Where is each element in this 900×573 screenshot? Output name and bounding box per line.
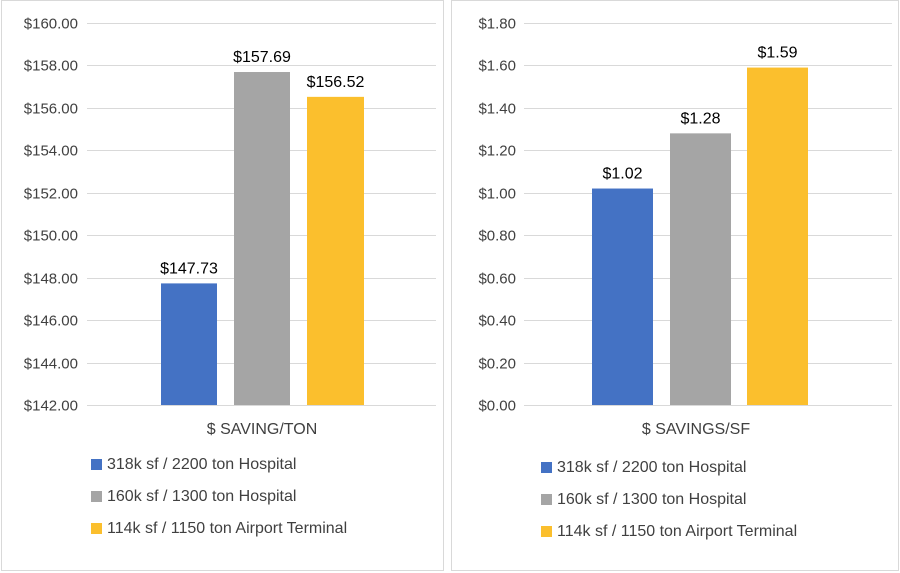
legend-label: 114k sf / 1150 ton Airport Terminal	[557, 523, 798, 540]
legend-swatch	[91, 491, 102, 502]
legend-swatch	[91, 523, 102, 534]
y-tick-label: $154.00	[24, 143, 78, 160]
legend-label: 160k sf / 1300 ton Hospital	[557, 491, 747, 508]
chart-panel-saving-per-ton: $142.00 $144.00 $146.00 $148.00 $150.00 $152.…	[1, 0, 444, 571]
legend-label: 318k sf / 2200 ton Hospital	[107, 456, 297, 473]
bar	[670, 133, 731, 405]
y-tick-label: $0.60	[478, 271, 516, 288]
y-tick-label: $150.00	[24, 228, 78, 245]
y-tick-label: $158.00	[24, 58, 78, 75]
bar	[747, 67, 808, 406]
y-tick-label: $152.00	[24, 186, 78, 203]
bar	[592, 188, 653, 405]
chart-savings-per-sf: $0.00 $0.20 $0.40 $0.60 $0.80 $1.00 $1.20 $1.40…	[478, 16, 892, 438]
legend-swatch	[541, 494, 552, 505]
legend-swatch	[541, 526, 552, 537]
x-category-label: $ SAVINGS/SF	[642, 421, 750, 438]
y-tick-label: $1.40	[478, 101, 516, 118]
y-tick-label: $148.00	[24, 271, 78, 288]
legend-label: 114k sf / 1150 ton Airport Terminal	[107, 520, 348, 537]
y-tick-label: $0.00	[478, 398, 516, 415]
data-label: $157.69	[233, 49, 291, 66]
data-label: $156.52	[307, 74, 365, 91]
y-tick-label: $0.80	[478, 228, 516, 245]
y-axis-ticks: $142.00 $144.00 $146.00 $148.00 $150.00 $152.…	[24, 16, 78, 415]
y-tick-label: $1.60	[478, 58, 516, 75]
legend-swatch	[541, 462, 552, 473]
y-tick-label: $1.20	[478, 143, 516, 160]
data-label: $147.73	[160, 260, 218, 277]
data-label: $1.02	[602, 166, 642, 183]
y-tick-label: $1.00	[478, 186, 516, 203]
y-tick-label: $144.00	[24, 356, 78, 373]
legend-label: 160k sf / 1300 ton Hospital	[107, 488, 297, 505]
y-tick-label: $0.20	[478, 356, 516, 373]
y-tick-label: $160.00	[24, 16, 78, 33]
data-label: $1.59	[757, 45, 797, 62]
bar	[307, 96, 364, 405]
x-category-label: $ SAVING/TON	[207, 421, 318, 438]
y-tick-label: $142.00	[24, 398, 78, 415]
bar	[161, 283, 217, 405]
bars: $147.73 $157.69 $156.52	[160, 49, 365, 406]
y-tick-label: $146.00	[24, 313, 78, 330]
bars: $1.02 $1.28 $1.59	[592, 45, 808, 406]
y-tick-label: $156.00	[24, 101, 78, 118]
chart-saving-per-ton: $142.00 $144.00 $146.00 $148.00 $150.00 $152.…	[24, 16, 436, 438]
y-tick-label: $1.80	[478, 16, 516, 33]
bar	[234, 72, 290, 406]
data-label: $1.28	[680, 110, 720, 127]
chart-panel-savings-per-sf: $0.00 $0.20 $0.40 $0.60 $0.80 $1.00 $1.20 $1.40…	[451, 0, 899, 571]
y-tick-label: $0.40	[478, 313, 516, 330]
legend-swatch	[91, 459, 102, 470]
legend-label: 318k sf / 2200 ton Hospital	[557, 459, 747, 476]
y-axis-ticks: $0.00 $0.20 $0.40 $0.60 $0.80 $1.00 $1.20 $1.40…	[478, 16, 516, 415]
